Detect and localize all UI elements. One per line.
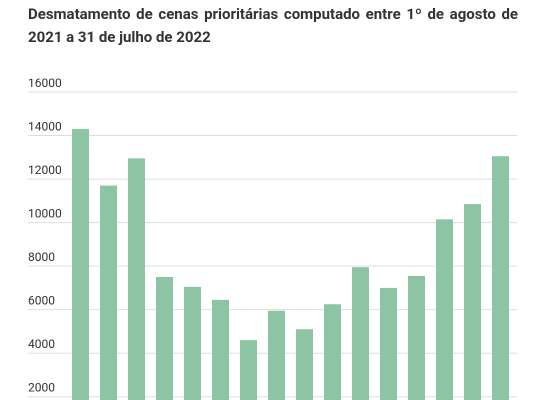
bar (352, 267, 369, 400)
bar (492, 156, 509, 400)
bar (184, 286, 201, 400)
bar (128, 158, 145, 400)
bar (408, 275, 425, 400)
bar (72, 129, 89, 400)
bar (240, 340, 257, 400)
y-tick-label: 12000 (28, 163, 62, 177)
bar (464, 204, 481, 400)
y-tick-label: 14000 (28, 120, 62, 134)
y-tick-label: 16000 (28, 76, 62, 90)
bar (268, 310, 285, 400)
y-tick-label: 10000 (28, 207, 62, 221)
y-tick-label: 8000 (28, 250, 55, 264)
bar (296, 329, 313, 400)
bar (212, 299, 229, 400)
chart-title: Desmatamento de cenas prioritárias compu… (28, 5, 518, 46)
y-tick-label: 2000 (28, 381, 55, 395)
bar (436, 219, 453, 400)
y-tick-label: 6000 (28, 294, 55, 308)
bar (156, 277, 173, 400)
y-tick-label: 4000 (28, 337, 55, 351)
bar (380, 287, 397, 400)
bar (324, 304, 341, 400)
bar (100, 185, 117, 400)
